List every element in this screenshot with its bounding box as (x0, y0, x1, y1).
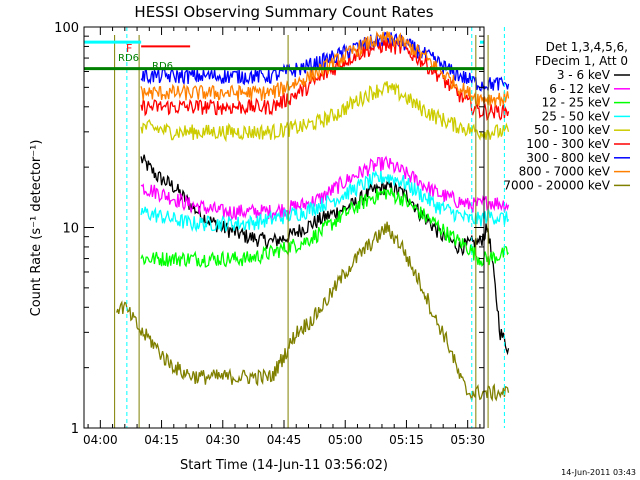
y-tick-label: 10 (62, 222, 79, 237)
x-tick-label: 05:15 (389, 433, 424, 447)
x-tick-label: 04:00 (83, 433, 118, 447)
annotation-rd6-left: RD6 (118, 53, 139, 64)
x-axis-label: Start Time (14-Jun-11 03:56:02) (180, 458, 388, 473)
legend-label-50-100-kev: 50 - 100 keV (534, 123, 611, 137)
series-line-12-25-kev (140, 187, 510, 268)
series-line-50-100-kev (140, 81, 510, 143)
series-line-7000-20000-kev (116, 221, 510, 402)
footer-timestamp: 14-Jun-2011 03:43 (561, 468, 636, 477)
series-line-25-50-kev (140, 170, 510, 233)
x-tick-label: 04:45 (267, 433, 302, 447)
x-tick-label: 05:30 (450, 433, 485, 447)
annotation-rd6-mid: RD6 (152, 61, 173, 72)
y-tick-label: 100 (54, 21, 79, 36)
legend-label-25-50-kev: 25 - 50 keV (542, 109, 611, 123)
legend-label-3-6-kev: 3 - 6 keV (557, 68, 611, 82)
legend-label-300-800-kev: 300 - 800 keV (526, 151, 610, 165)
legend-label-6-12-kev: 6 - 12 keV (549, 82, 611, 96)
legend-label-800-7000-kev: 800 - 7000 keV (519, 165, 611, 179)
legend-label-7000-20000-kev: 7000 - 20000 keV (503, 178, 610, 192)
x-axis: 04:00 04:15 04:30 04:45 05:00 05:15 05:30 (83, 27, 485, 447)
legend-header-line2: FDecim 1, Att 0 (535, 54, 628, 68)
chart-traces (116, 30, 510, 402)
legend-label-12-25-kev: 12 - 25 keV (542, 96, 611, 110)
annotation-f: F (126, 42, 132, 55)
y-axis: 1 10 100 (54, 21, 484, 437)
y-axis-label: Count Rate (s⁻¹ detector⁻¹) (29, 140, 44, 317)
series-line-800-7000-kev (140, 30, 510, 107)
x-tick-label: 04:30 (205, 433, 240, 447)
y-tick-label: 1 (71, 422, 79, 437)
legend-label-100-300-kev: 100 - 300 keV (526, 137, 610, 151)
series-line-6-12-kev (140, 155, 510, 222)
series-line-3-6-kev (140, 154, 510, 356)
chart-overlays (84, 27, 505, 428)
legend-header-line1: Det 1,3,4,5,6, (546, 40, 628, 54)
chart-title: HESSI Observing Summary Count Rates (134, 3, 433, 21)
x-tick-label: 05:00 (328, 433, 363, 447)
x-tick-label: 04:15 (144, 433, 179, 447)
